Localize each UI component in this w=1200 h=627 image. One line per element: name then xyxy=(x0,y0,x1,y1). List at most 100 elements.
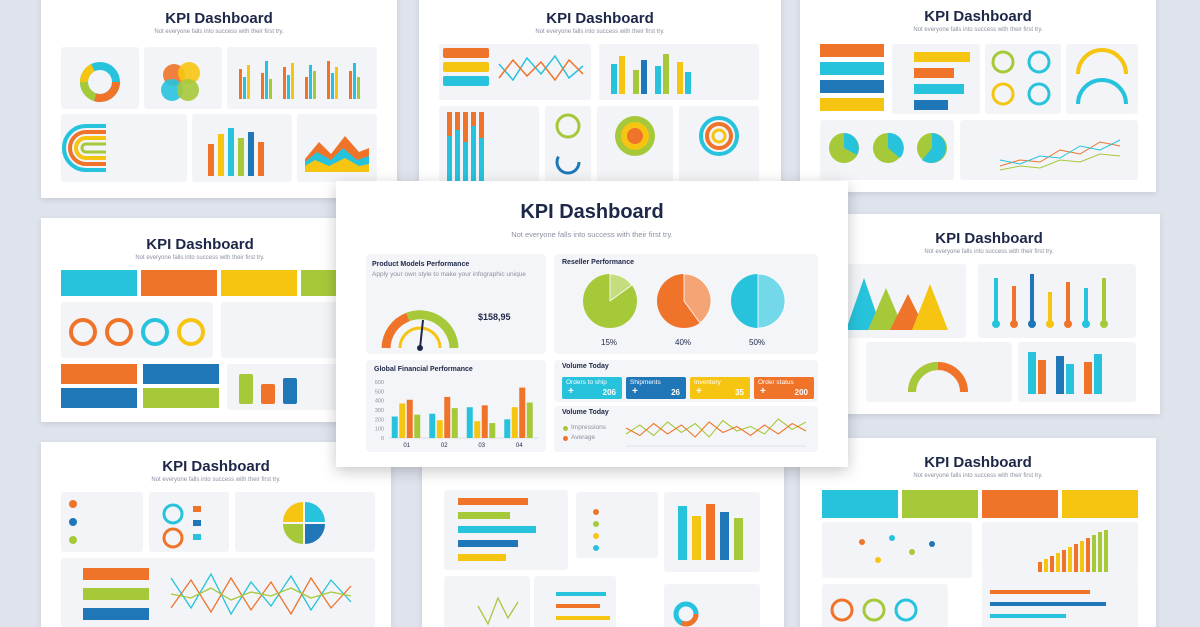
bar xyxy=(474,421,481,438)
card-label: Orders to ship xyxy=(566,379,607,386)
donut-chart xyxy=(80,62,120,102)
slide-title: KPI Dashboard xyxy=(935,230,1043,247)
hbar xyxy=(458,498,528,505)
bar xyxy=(414,414,421,438)
bar xyxy=(466,407,473,438)
social-tag xyxy=(143,388,219,408)
volume-line-chart xyxy=(625,418,807,447)
panel xyxy=(545,106,591,186)
social-tag xyxy=(61,364,137,384)
venn-diagram xyxy=(161,62,200,101)
hbar xyxy=(914,100,948,110)
volume-line-panel: Volume Today Impressions Average xyxy=(554,406,818,452)
slide-subtitle: Not everyone falls into success with the… xyxy=(924,249,1054,255)
panel-title: Product Models Performance xyxy=(372,261,470,268)
line-chart xyxy=(170,572,352,616)
hbar xyxy=(458,554,506,561)
slide-thumbnail-3[interactable]: KPI Dashboard Not everyone falls into su… xyxy=(800,0,1156,192)
donut-row xyxy=(830,598,918,622)
kpi-card xyxy=(141,270,217,296)
arrow-tag xyxy=(83,568,149,580)
bar xyxy=(519,387,526,438)
thermometer-chart xyxy=(992,274,1108,328)
slide-thumbnail-2[interactable]: KPI Dashboard Not everyone falls into su… xyxy=(419,0,781,190)
icon-tile xyxy=(283,378,297,404)
main-slide[interactable]: KPI Dashboard Not everyone falls into su… xyxy=(336,181,848,467)
panel-title: Reseller Performance xyxy=(562,259,634,266)
panel xyxy=(439,44,591,100)
line-chart xyxy=(999,139,1121,171)
y-tick-label: 300 xyxy=(375,408,384,414)
panel xyxy=(960,120,1138,180)
bar xyxy=(443,76,489,86)
order-status-card: Order status + 200 xyxy=(754,377,814,399)
kpi-bar xyxy=(820,80,884,93)
slide-thumbnail-7[interactable] xyxy=(422,452,784,627)
kpi-card xyxy=(1062,490,1138,518)
area-chart xyxy=(305,136,369,172)
bar xyxy=(436,420,443,438)
slide-thumbnail-5[interactable]: KPI Dashboard Not everyone falls into su… xyxy=(818,214,1160,414)
hbar xyxy=(556,604,600,608)
donut-chart xyxy=(673,601,699,627)
pie-row xyxy=(829,132,947,163)
donut-grid xyxy=(991,50,1051,106)
plus-icon: + xyxy=(632,386,638,397)
panel xyxy=(61,114,187,182)
bar xyxy=(451,408,458,438)
hbar xyxy=(914,68,954,78)
panel-title: Volume Today xyxy=(562,363,609,370)
bar xyxy=(481,405,488,438)
kpi-card xyxy=(61,270,137,296)
legend-impressions: Impressions xyxy=(571,424,607,431)
panel xyxy=(534,576,616,627)
icon-tile xyxy=(261,384,275,404)
slide-subtitle: Not everyone falls into success with the… xyxy=(913,27,1043,33)
panel xyxy=(597,106,673,186)
inventory-card: Inventory + 35 xyxy=(690,377,750,399)
panel xyxy=(866,342,1012,402)
kpi-bar xyxy=(820,98,884,111)
slide-thumbnail-4[interactable]: KPI Dashboard Not everyone falls into su… xyxy=(41,218,359,422)
panel-title: Global Financial Performance xyxy=(374,366,473,373)
legend-dot-impressions xyxy=(563,426,568,431)
series-line xyxy=(625,421,807,438)
panel xyxy=(838,264,966,338)
panel xyxy=(149,492,229,552)
panel xyxy=(978,264,1136,338)
map-dots xyxy=(859,535,935,563)
slide-thumbnail-8[interactable]: KPI Dashboard Not everyone falls into su… xyxy=(800,438,1156,627)
hbar xyxy=(990,614,1066,618)
concentric-circles xyxy=(615,116,655,156)
pie-highlight-slice xyxy=(757,273,786,329)
panel xyxy=(192,114,292,182)
hbar xyxy=(556,616,610,620)
ring-chart xyxy=(699,116,739,156)
panel xyxy=(576,492,658,558)
gauge-needle xyxy=(419,320,424,348)
x-tick-label: 03 xyxy=(478,443,485,449)
line-chart xyxy=(477,596,519,626)
speedometer-gauge xyxy=(381,310,459,351)
x-tick-label: 02 xyxy=(441,443,448,449)
reseller-pie-charts xyxy=(583,273,786,329)
triangle-chart xyxy=(846,278,948,330)
bar xyxy=(406,399,413,438)
slide-thumbnail-1[interactable]: KPI Dashboard Not everyone falls into su… xyxy=(41,0,397,198)
panel xyxy=(664,492,760,572)
panel xyxy=(61,558,375,627)
product-models-panel: Product Models Performance Apply your ow… xyxy=(366,254,546,354)
panel xyxy=(822,522,972,578)
hbar xyxy=(556,592,606,596)
slide-thumbnail-6[interactable]: KPI Dashboard Not everyone falls into su… xyxy=(41,442,391,627)
pie-label-2: 40% xyxy=(675,338,692,347)
bar-chart xyxy=(1038,530,1108,572)
y-tick-label: 0 xyxy=(381,436,384,442)
panel xyxy=(985,44,1061,114)
panel xyxy=(820,120,954,180)
panel xyxy=(679,106,759,186)
card-value: 206 xyxy=(602,388,616,397)
line-chart xyxy=(498,54,584,82)
panel xyxy=(444,490,568,570)
card-value: 26 xyxy=(671,388,680,397)
